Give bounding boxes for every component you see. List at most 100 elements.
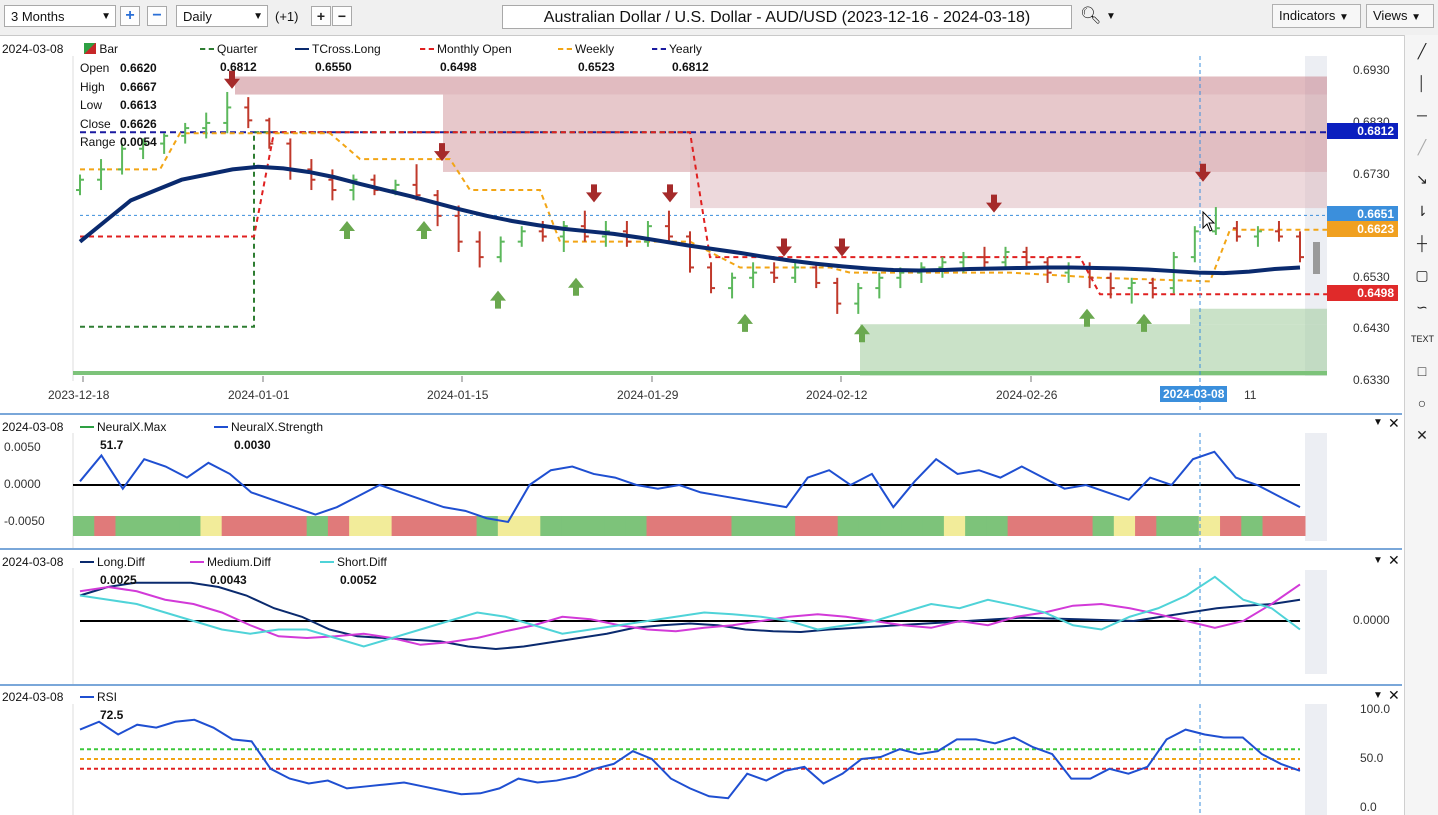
legend-label: Short.Diff <box>337 555 387 569</box>
interval-label: Daily <box>183 9 212 24</box>
offset-minus-button[interactable]: − <box>332 6 352 26</box>
y-tick-label: -0.0050 <box>4 513 45 528</box>
chevron-down-icon[interactable]: ▼ <box>1106 11 1116 22</box>
neuralx-max-band <box>752 516 775 536</box>
neuralx-max-band <box>604 516 626 536</box>
wave-icon[interactable]: ∽ <box>1416 299 1428 315</box>
interval-dropdown[interactable]: Daily ▼ <box>176 5 268 27</box>
diff-series-line <box>79 583 1301 646</box>
legend-value: 0.0043 <box>210 573 247 587</box>
buy-signal-arrow <box>737 313 753 332</box>
weekly-line <box>80 132 1327 283</box>
indicators-button[interactable]: Indicators ▼ <box>1272 4 1361 28</box>
views-button[interactable]: Views ▼ <box>1366 4 1434 28</box>
y-tick-label: 0.6930 <box>1353 63 1390 78</box>
close-icon[interactable]: ✕ <box>1388 415 1400 431</box>
panel-date: 2024-03-08 <box>2 420 64 434</box>
legend-value: 0.6812 <box>220 60 257 74</box>
ohlc-value: 0.6613 <box>120 98 157 112</box>
neuralx-max-band <box>1198 516 1221 536</box>
zoom-in-button[interactable]: + <box>120 6 140 26</box>
fib-icon[interactable]: ⇂ <box>1416 203 1428 219</box>
neuralx-max-band <box>1050 516 1072 536</box>
buy-signal-arrow <box>568 277 584 296</box>
period-dropdown[interactable]: 3 Months ▼ <box>4 5 116 27</box>
price-tag: 0.6651 <box>1327 206 1398 223</box>
mouse-cursor-icon <box>1202 210 1216 232</box>
price-panel[interactable]: 2024-03-08 Bar Quarter 0.6812 TCross.Long 0… <box>0 36 1402 413</box>
x-tick-label: 2024-01-29 <box>617 388 679 402</box>
neuralx-max-band <box>1241 516 1264 536</box>
chevron-down-icon[interactable]: ▼ <box>1373 555 1383 566</box>
diff-scroll-margin <box>1305 570 1327 674</box>
legend-item: NeuralX.Max <box>80 420 166 434</box>
offset-plus-button[interactable]: + <box>311 6 331 26</box>
legend-item: TCross.Long <box>295 42 381 56</box>
panel-separator[interactable] <box>0 548 1402 550</box>
neuralx-max-band <box>136 516 159 536</box>
close-icon[interactable]: ✕ <box>1388 552 1400 568</box>
legend-item: Weekly <box>558 42 614 56</box>
diff-chart[interactable] <box>0 550 1402 684</box>
sell-signal-arrow <box>434 143 450 162</box>
offset-label: (+1) <box>275 9 299 24</box>
line-draw-icon[interactable]: ╱ <box>1417 43 1427 59</box>
vertical-line-icon[interactable]: │ <box>1417 75 1427 91</box>
ohlc-row: Range 0.0054 <box>80 133 157 152</box>
panel-separator[interactable] <box>0 413 1402 415</box>
rectangle-icon[interactable]: □ <box>1417 363 1427 379</box>
legend-value: 0.0052 <box>340 573 377 587</box>
legend-label: Long.Diff <box>97 555 145 569</box>
ray-icon[interactable]: ╱ <box>1417 139 1427 155</box>
sell-signal-arrow <box>224 70 240 89</box>
views-label: Views <box>1373 8 1408 23</box>
y-tick-label: 100.0 <box>1360 702 1391 716</box>
neuralx-max-band <box>625 516 648 536</box>
neuralx-max-band <box>986 516 1009 536</box>
neuralx-max-band <box>94 516 116 536</box>
legend-item: Medium.Diff <box>190 555 271 569</box>
circle-icon[interactable]: ○ <box>1417 395 1427 411</box>
legend-item: Short.Diff <box>320 555 387 569</box>
search-icon[interactable]: 🔍︎ <box>1080 6 1102 25</box>
close-icon[interactable]: ✕ <box>1388 687 1400 703</box>
ohlc-value: 0.0054 <box>120 135 157 149</box>
rsi-chart[interactable] <box>0 686 1402 815</box>
y-tick-label: 0.6430 <box>1353 321 1390 336</box>
symbol-title[interactable]: Australian Dollar / U.S. Dollar - AUD/US… <box>502 5 1072 29</box>
x-tick-label: 2024-02-26 <box>996 388 1058 402</box>
legend-line-icon <box>80 696 94 698</box>
trend-icon[interactable]: ↘ <box>1416 171 1428 187</box>
neuralx-max-band <box>434 516 456 536</box>
neuralx-max-band <box>901 516 924 536</box>
ohlc-readout: Open 0.6620 High 0.6667 Low 0.6613 Close 0.6626… <box>80 59 157 152</box>
neuralx-chart[interactable] <box>0 415 1402 548</box>
comment-icon[interactable]: ▢ <box>1415 267 1429 283</box>
y-tick-label: 0.0050 <box>4 440 41 455</box>
neuralx-max-band <box>667 516 690 536</box>
bar-legend-label: Bar <box>99 42 119 56</box>
sell-signal-arrow <box>834 238 850 257</box>
chevron-down-icon[interactable]: ▼ <box>1373 690 1383 701</box>
buy-signal-arrow <box>416 221 432 239</box>
rsi-panel[interactable]: 2024-03-08 RSI 72.5 100.0 50.0 0.0 ▼ ✕ <box>0 686 1402 815</box>
support-zone-upper <box>1190 308 1327 325</box>
neuralx-max-band <box>412 516 435 536</box>
panel-separator[interactable] <box>0 684 1402 686</box>
chevron-down-icon[interactable]: ▼ <box>1373 417 1383 428</box>
horizontal-line-icon[interactable]: ─ <box>1417 107 1427 123</box>
neuralx-max-band <box>476 516 499 536</box>
buy-signal-arrow <box>1136 313 1152 332</box>
diff-panel[interactable]: 2024-03-08 Long.Diff 0.0025 Medium.Diff 0.0… <box>0 550 1402 684</box>
crosshair-icon[interactable]: ┼ <box>1417 235 1427 251</box>
neuralx-panel[interactable]: 2024-03-08 NeuralX.Max 51.7 NeuralX.Streng… <box>0 415 1402 548</box>
neuralx-max-band <box>264 516 286 536</box>
neuralx-max-band <box>179 516 201 536</box>
price-chart[interactable] <box>0 36 1402 413</box>
close-icon[interactable]: ✕ <box>1416 427 1428 443</box>
zoom-out-button[interactable]: − <box>147 6 167 26</box>
legend-line-icon <box>190 561 204 563</box>
neuralx-max-band <box>1177 516 1200 536</box>
text-icon[interactable]: TEXT <box>1411 334 1435 344</box>
neuralx-max-band <box>965 516 987 536</box>
